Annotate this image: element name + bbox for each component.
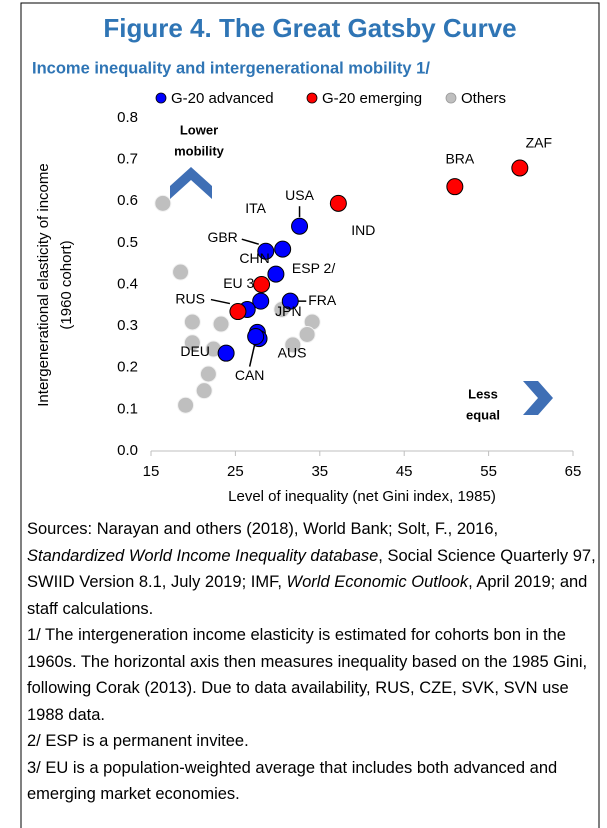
note: Sources: Narayan and others (2018), Worl… [27, 516, 597, 622]
legend-marker [155, 92, 167, 104]
y-axis-label: (1960 cohort) [58, 240, 75, 329]
x-tick-label: 15 [143, 463, 160, 480]
frame [20, 2, 600, 828]
y-axis-label: Intergenerational elasticity of income [35, 163, 52, 406]
chevron-right [523, 381, 553, 415]
point [199, 365, 217, 383]
point [217, 344, 235, 362]
annotation: equal [466, 407, 500, 422]
notes: Sources: Narayan and others (2018), Worl… [27, 516, 597, 808]
point [511, 159, 529, 177]
point [154, 194, 172, 212]
legend-label: G-20 advanced [171, 90, 274, 107]
point [274, 240, 292, 258]
point [195, 382, 213, 400]
x-axis-label: Level of inequality (net Gini index, 198… [228, 488, 496, 505]
y-tick-label: 0.7 [117, 151, 138, 168]
point [247, 328, 265, 346]
legend-marker [445, 92, 457, 104]
legend-label: G-20 emerging [322, 90, 422, 107]
point-label: ESP 2/ [292, 260, 335, 276]
x-tick-label: 35 [311, 463, 328, 480]
point-label: BRA [445, 150, 474, 166]
y-tick-label: 0.6 [117, 192, 138, 209]
point-label: JPN [275, 303, 301, 319]
point-label: EU 3/ [223, 275, 258, 291]
note-text: Sources: Narayan and others (2018), Worl… [27, 520, 499, 538]
leader-line [210, 298, 231, 305]
x-tick-label: 55 [480, 463, 497, 480]
point [257, 242, 275, 260]
point [253, 276, 271, 293]
y-tick-label: 0.4 [117, 275, 138, 292]
point [267, 265, 285, 283]
point-label: CAN [235, 367, 265, 383]
annotation: mobility [174, 143, 225, 158]
point [446, 178, 464, 196]
note: 1/ The intergeneration income elasticity… [27, 626, 588, 724]
note: 3/ EU is a population-weighted average t… [27, 758, 558, 804]
y-tick-label: 0.0 [117, 442, 138, 459]
y-tick-label: 0.2 [117, 359, 138, 376]
chart-title: Figure 4. The Great Gatsby Curve [103, 13, 516, 43]
point-label: CHN [239, 250, 269, 266]
point-label: USA [285, 187, 314, 203]
leader-line [241, 238, 259, 245]
point-label: ZAF [526, 135, 552, 151]
annotation: Less [468, 386, 498, 401]
chevron-up [170, 167, 212, 199]
legend-label: Others [461, 90, 506, 107]
note-text: , Social Science Quarterly 97, SWIID Ver… [27, 546, 596, 592]
point [212, 315, 230, 333]
point [252, 292, 270, 310]
point-label: DEU [180, 343, 210, 359]
point [291, 217, 309, 235]
point [229, 303, 247, 321]
point [329, 194, 347, 212]
note-text: Standardized World Income Inequality dat… [27, 546, 379, 565]
point-label: RUS [175, 290, 205, 306]
x-tick-label: 25 [227, 463, 244, 480]
point [172, 263, 190, 281]
legend-marker [306, 92, 318, 104]
y-tick-label: 0.5 [117, 234, 138, 251]
point [183, 334, 201, 352]
x-tick-label: 65 [565, 463, 582, 480]
note: 2/ ESP is a permanent invitee. [27, 732, 249, 750]
point-label: AUS [278, 344, 307, 360]
point [298, 325, 316, 343]
point [177, 396, 195, 414]
annotation: Lower [180, 122, 218, 137]
chart-subtitle: Income inequality and intergenerational … [32, 59, 430, 77]
leader-line [248, 344, 256, 367]
point [284, 336, 302, 354]
point-label: FRA [308, 292, 337, 308]
y-tick-label: 0.3 [117, 317, 138, 334]
x-tick-label: 45 [396, 463, 413, 480]
point [183, 313, 201, 331]
point-label: ITA [245, 200, 266, 216]
note-text: , April 2019; and staff calculations. [27, 573, 588, 618]
note-text: World Economic Outlook [286, 573, 469, 591]
point-label: GBR [207, 229, 237, 245]
point-label: IND [351, 222, 375, 238]
y-tick-label: 0.1 [117, 400, 138, 417]
y-tick-label: 0.8 [117, 109, 138, 126]
